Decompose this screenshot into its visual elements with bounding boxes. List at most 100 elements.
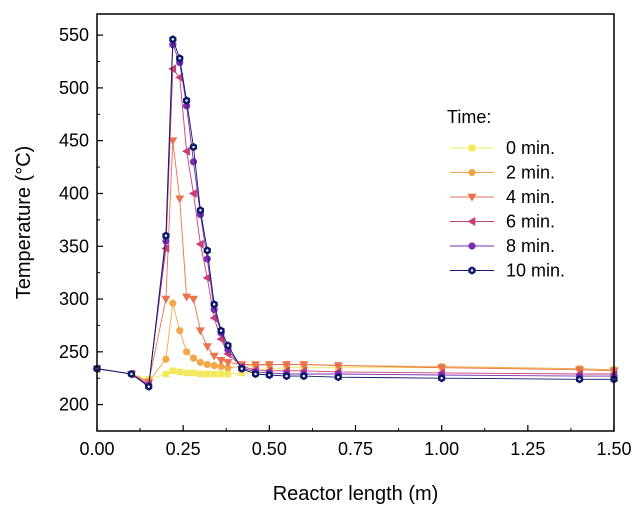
data-point: [162, 355, 170, 363]
x-axis-label: Reactor length (m): [273, 483, 439, 505]
legend-item: 0 min.: [450, 138, 555, 158]
legend-item: 2 min.: [450, 163, 555, 183]
y-tick-label: 250: [59, 342, 89, 362]
data-point: [202, 343, 212, 352]
legend-item: 8 min.: [450, 236, 555, 256]
legend-label: 0 min.: [506, 138, 555, 158]
data-point: [190, 369, 197, 377]
legend-item: 4 min.: [450, 187, 555, 207]
legend-item: 10 min.: [450, 261, 565, 281]
legend-title: Time:: [447, 107, 491, 127]
data-point-center: [226, 344, 230, 347]
data-point-center: [199, 209, 202, 212]
legend-marker-center: [470, 269, 474, 272]
data-point: [195, 239, 204, 249]
data-point: [183, 348, 191, 356]
data-point: [182, 146, 190, 156]
y-tick-label: 450: [59, 131, 89, 151]
data-point: [210, 370, 218, 378]
data-point-center: [578, 378, 581, 381]
y-tick-label: 200: [59, 395, 89, 415]
data-point-center: [219, 329, 223, 332]
data-point-center: [192, 145, 195, 149]
data-point-center: [147, 385, 150, 388]
data-point: [176, 327, 184, 335]
data-point: [209, 313, 218, 323]
legend: Time: 0 min. 2 min. 4 min. 6 min. 8 min. 10 m…: [447, 107, 565, 281]
x-tick-label: 0.50: [252, 439, 287, 459]
data-point: [203, 255, 211, 263]
data-point: [196, 358, 204, 366]
x-tick-label: 1.50: [596, 439, 631, 459]
data-point: [189, 158, 198, 166]
series-line: [96, 367, 615, 380]
data-point: [333, 362, 343, 371]
data-point: [223, 359, 233, 367]
data-point-center: [185, 99, 188, 102]
data-point-center: [178, 57, 181, 60]
x-tick-label: 0.75: [338, 439, 373, 459]
data-point: [203, 360, 211, 369]
data-point: [264, 361, 274, 370]
data-point: [217, 370, 225, 378]
legend-marker: [467, 216, 476, 227]
x-tick-label: 1.25: [510, 439, 545, 459]
data-point: [203, 370, 211, 378]
legend-marker: [467, 193, 477, 202]
legend-label: 2 min.: [506, 163, 555, 183]
legend-label: 4 min.: [506, 187, 555, 207]
data-point: [169, 299, 177, 307]
data-point: [168, 137, 178, 146]
data-point: [175, 195, 185, 204]
axes: 0.00 0.25 0.50 0.75 1.00 1.25 1.50 200 250 300 350…: [59, 25, 632, 459]
legend-label: 6 min.: [506, 212, 555, 232]
data-point: [282, 361, 292, 370]
data-point-center: [302, 374, 305, 378]
data-point: [216, 356, 226, 365]
y-axis-label: Temperature (°C): [13, 146, 35, 300]
series-line: [96, 39, 614, 388]
data-point-center: [337, 375, 340, 379]
x-tick-label: 1.00: [424, 439, 459, 459]
y-tick-label: 550: [59, 25, 89, 45]
y-tick-label: 350: [59, 236, 89, 256]
data-point: [224, 370, 232, 378]
legend-label: 8 min.: [506, 236, 555, 256]
data-point: [162, 370, 170, 378]
data-point-center: [268, 373, 271, 377]
legend-marker: [468, 242, 476, 250]
data-point: [209, 352, 219, 361]
x-tick-label: 0.25: [166, 439, 201, 459]
data-point: [189, 354, 198, 362]
data-point-center: [440, 377, 443, 380]
data-point: [182, 293, 192, 302]
data-point: [161, 295, 171, 304]
legend-item: 6 min.: [450, 212, 555, 232]
data-point-center: [240, 367, 243, 370]
y-tick-label: 400: [59, 183, 89, 203]
data-point: [210, 361, 218, 370]
data-point: [188, 188, 197, 198]
legend-label: 10 min.: [506, 261, 565, 281]
data-point: [251, 361, 261, 370]
y-tick-label: 300: [59, 289, 89, 309]
data-point-center: [212, 303, 216, 306]
data-point-center: [206, 249, 209, 252]
data-point-center: [285, 374, 288, 378]
data-point-center: [254, 372, 257, 376]
data-point: [183, 369, 190, 377]
plot-series: [92, 35, 619, 391]
data-point: [437, 364, 447, 373]
data-point-center: [164, 234, 168, 237]
data-point: [195, 327, 205, 336]
data-point-center: [130, 372, 133, 376]
y-tick-label: 500: [59, 78, 89, 98]
data-point: [176, 368, 184, 376]
data-point: [197, 370, 204, 378]
legend-marker: [468, 144, 476, 152]
data-point: [299, 361, 309, 370]
data-point: [169, 367, 177, 375]
legend-marker: [468, 168, 476, 177]
data-point: [188, 295, 199, 304]
